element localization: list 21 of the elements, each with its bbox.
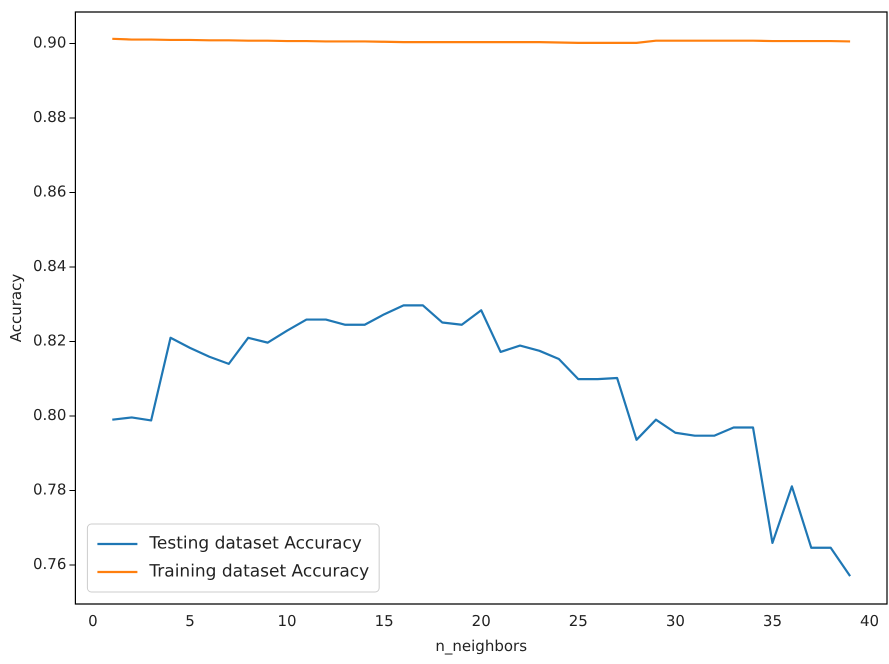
y-tick-label: 0.86 (32, 182, 66, 200)
x-tick-label: 10 (277, 612, 297, 630)
legend-label: Testing dataset Accuracy (148, 533, 362, 554)
y-tick-label: 0.80 (32, 406, 66, 424)
x-tick-label: 15 (374, 612, 394, 630)
x-tick-label: 40 (860, 612, 880, 630)
x-axis-title: n_neighbors (435, 636, 528, 655)
legend-label: Training dataset Accuracy (148, 561, 370, 582)
y-tick-label: 0.76 (32, 554, 66, 573)
y-tick-label: 0.88 (32, 108, 66, 126)
y-tick-label: 0.90 (32, 34, 66, 52)
y-axis-title: Accuracy (6, 274, 25, 342)
y-tick-label: 0.78 (32, 480, 66, 498)
y-tick-label: 0.84 (32, 256, 66, 275)
x-tick-label: 35 (762, 612, 782, 630)
x-tick-label: 25 (568, 612, 588, 630)
x-tick-label: 5 (185, 612, 195, 630)
x-tick-label: 0 (88, 612, 98, 630)
x-tick-label: 20 (472, 612, 491, 630)
x-tick-label: 30 (666, 612, 685, 630)
y-tick-label: 0.82 (32, 331, 66, 350)
